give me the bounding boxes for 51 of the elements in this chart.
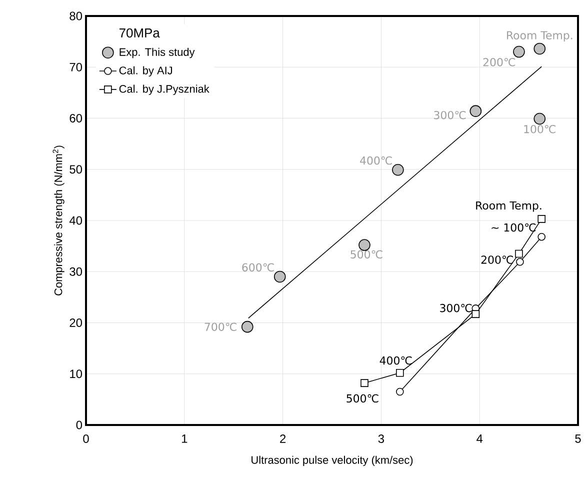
point <box>470 105 482 117</box>
point <box>274 270 286 283</box>
point <box>538 215 546 223</box>
annotation: 700℃ <box>204 322 236 331</box>
annotation: Room Temp. <box>476 201 542 212</box>
y-tick-label: 40 <box>69 216 82 225</box>
annotation: ~ 100℃ <box>492 223 536 232</box>
point <box>513 46 525 58</box>
legend-label: Exp. This study <box>120 48 195 58</box>
annotation: 300℃ <box>440 304 472 312</box>
annotation: 200℃ <box>483 58 515 66</box>
point <box>515 250 523 258</box>
y-tick-label: 20 <box>70 318 82 327</box>
annotation: 200℃ <box>481 256 513 264</box>
annotation: 500℃ <box>346 394 378 403</box>
annotation: 400℃ <box>380 356 412 365</box>
y-tick-label: 80 <box>70 12 82 20</box>
legend-label: Cal. by AIJ <box>119 66 172 77</box>
x-tick-label: 1 <box>182 434 188 443</box>
y-tick-label: 60 <box>70 114 82 122</box>
y-tick-label: 50 <box>70 165 82 174</box>
point <box>360 379 368 387</box>
point <box>358 239 370 251</box>
point <box>392 164 404 176</box>
y-tick-label: 0 <box>76 420 82 430</box>
x-tick-label: 3 <box>378 434 384 443</box>
y-tick-label: 70 <box>70 62 82 72</box>
y-tick-label: 10 <box>70 370 82 378</box>
point <box>516 258 524 266</box>
x-tick-label: 5 <box>575 434 581 443</box>
annotation: 400℃ <box>360 156 392 165</box>
point <box>472 310 480 318</box>
annotation: 100℃ <box>524 124 556 134</box>
x-tick-label: 0 <box>83 434 89 443</box>
point <box>396 368 404 377</box>
point <box>534 112 546 125</box>
y-axis-title: Compressive strength (N/mm$^{2}$) <box>52 146 64 296</box>
annotation: Room Temp. <box>507 31 572 42</box>
point <box>538 232 546 241</box>
point <box>241 320 254 333</box>
x-tick-label: 4 <box>476 434 483 443</box>
x-axis-title: Ultrasonic pulse velocity (km/sec) <box>252 456 413 466</box>
legend-label: Cal. by J.Pyszniak <box>119 84 210 95</box>
annotation: 500℃ <box>350 250 382 259</box>
annotation: 600℃ <box>242 263 274 272</box>
point <box>396 388 404 396</box>
legend-title: 70MPa <box>120 28 160 38</box>
x-tick-label: 2 <box>280 434 286 443</box>
point <box>534 42 546 55</box>
annotation: 300℃ <box>434 110 466 120</box>
y-tick-label: 30 <box>70 267 82 276</box>
